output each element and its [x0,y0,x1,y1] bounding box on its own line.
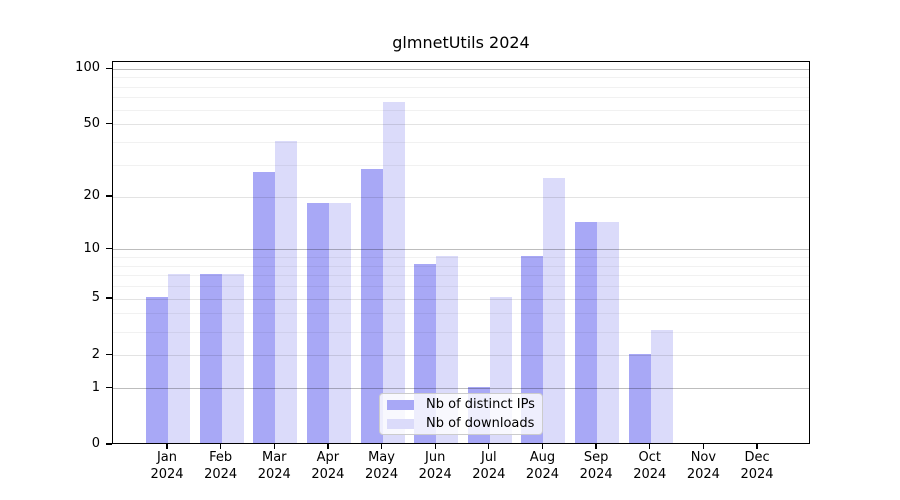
bars-layer [113,62,809,443]
x-tick-year: 2024 [472,466,506,482]
chart-title: glmnetUtils 2024 [392,33,530,52]
x-tick-year: 2024 [579,466,613,482]
x-tick-label-jul: Jul 2024 [457,450,521,483]
x-tick-year: 2024 [740,466,774,482]
bar-nb-of-downloads-feb [221,273,244,443]
y-tick-label-20: 20 [83,188,100,204]
x-tick-label-mar: Mar 2024 [242,450,306,483]
legend: Nb of distinct IPs Nb of downloads [379,393,543,435]
x-tick-month: Nov [690,450,717,465]
x-tick-label-may: May 2024 [350,450,414,483]
x-tick-mark-may [380,444,383,449]
legend-label: Nb of downloads [426,416,535,431]
x-tick-year: 2024 [686,466,720,482]
x-tick-year: 2024 [418,466,452,482]
y-tick-mark-50 [106,123,112,125]
y-tick-mark-2 [106,353,112,356]
legend-entry-nb-of-downloads: Nb of downloads [387,416,534,431]
bar-nb-of-downloads-mar [275,140,298,443]
plot-area: Nb of distinct IPs Nb of downloads [112,61,810,444]
x-tick-mark-oct [649,444,651,449]
x-tick-label-aug: Aug 2024 [510,450,574,483]
legend-swatch-icon [387,399,414,410]
x-tick-label-nov: Nov 2024 [671,450,735,483]
y-tick-label-1: 1 [91,379,100,395]
x-tick-label-dec: Dec 2024 [725,450,789,483]
y-tick-label-50: 50 [83,115,100,131]
y-tick-label-10: 10 [83,240,100,256]
y-tick-mark-20 [106,195,112,197]
y-tick-mark-5 [106,297,112,299]
x-tick-year: 2024 [633,466,667,482]
x-tick-label-jun: Jun 2024 [403,450,467,483]
y-tick-label-100: 100 [75,60,100,76]
bar-nb-of-downloads-may [382,101,405,443]
x-tick-label-oct: Oct 2024 [618,450,682,483]
x-tick-month: May [368,450,395,465]
x-tick-year: 2024 [257,466,291,482]
legend-entry-nb-of-distinct-ips: Nb of distinct IPs [387,397,535,412]
bar-nb-of-distinct-ips-apr [306,203,329,443]
x-tick-month: Jun [425,450,446,465]
bar-nb-of-distinct-ips-mar [253,171,276,443]
x-tick-month: Jan [156,450,178,465]
bar-nb-of-distinct-ips-jan [146,297,168,443]
legend-label: Nb of distinct IPs [426,397,535,412]
x-tick-month: Dec [744,450,770,465]
x-tick-mark-jan [166,444,168,449]
bar-nb-of-downloads-oct [650,330,673,443]
x-tick-mark-mar [273,444,275,449]
y-tick-mark-100 [106,67,112,69]
x-tick-month: Sep [583,450,609,465]
x-tick-mark-dec [756,444,758,449]
legend-swatch-icon [387,418,414,429]
x-tick-year: 2024 [525,466,560,482]
x-tick-label-jan: Jan 2024 [135,450,199,483]
bar-nb-of-distinct-ips-sep [575,222,598,443]
bar-nb-of-distinct-ips-oct [628,353,651,443]
y-tick-label-5: 5 [91,290,100,306]
x-tick-month: Mar [262,450,287,465]
x-tick-label-sep: Sep 2024 [564,450,628,483]
y-tick-mark-10 [106,248,112,250]
y-tick-label-0: 0 [91,436,100,451]
bar-nb-of-downloads-aug [543,177,566,443]
x-tick-mark-jul [488,444,490,449]
y-tick-label-2: 2 [91,346,100,362]
x-tick-mark-jun [434,444,436,449]
x-tick-year: 2024 [150,466,184,482]
bar-nb-of-downloads-jan [168,273,190,443]
x-tick-month: Feb [209,450,233,465]
x-tick-label-apr: Apr 2024 [296,450,360,483]
x-tick-year: 2024 [365,466,399,482]
x-tick-mark-feb [219,444,222,449]
x-tick-year: 2024 [311,466,345,482]
bar-nb-of-downloads-apr [328,203,351,443]
x-tick-month: Apr [316,450,340,465]
y-tick-mark-1 [106,386,112,389]
x-tick-mark-sep [595,444,597,449]
y-tick-mark-0 [106,443,112,445]
x-tick-month: Oct [638,450,661,465]
bar-nb-of-distinct-ips-may [360,168,383,443]
x-tick-year: 2024 [204,466,238,482]
x-tick-month: Aug [529,450,556,465]
x-tick-mark-aug [541,444,544,449]
x-tick-month: Jul [480,450,497,465]
bar-nb-of-distinct-ips-feb [199,273,222,443]
x-tick-mark-nov [702,444,705,449]
bar-nb-of-downloads-sep [597,222,620,443]
x-tick-mark-apr [327,444,329,449]
x-tick-label-feb: Feb 2024 [189,450,253,483]
